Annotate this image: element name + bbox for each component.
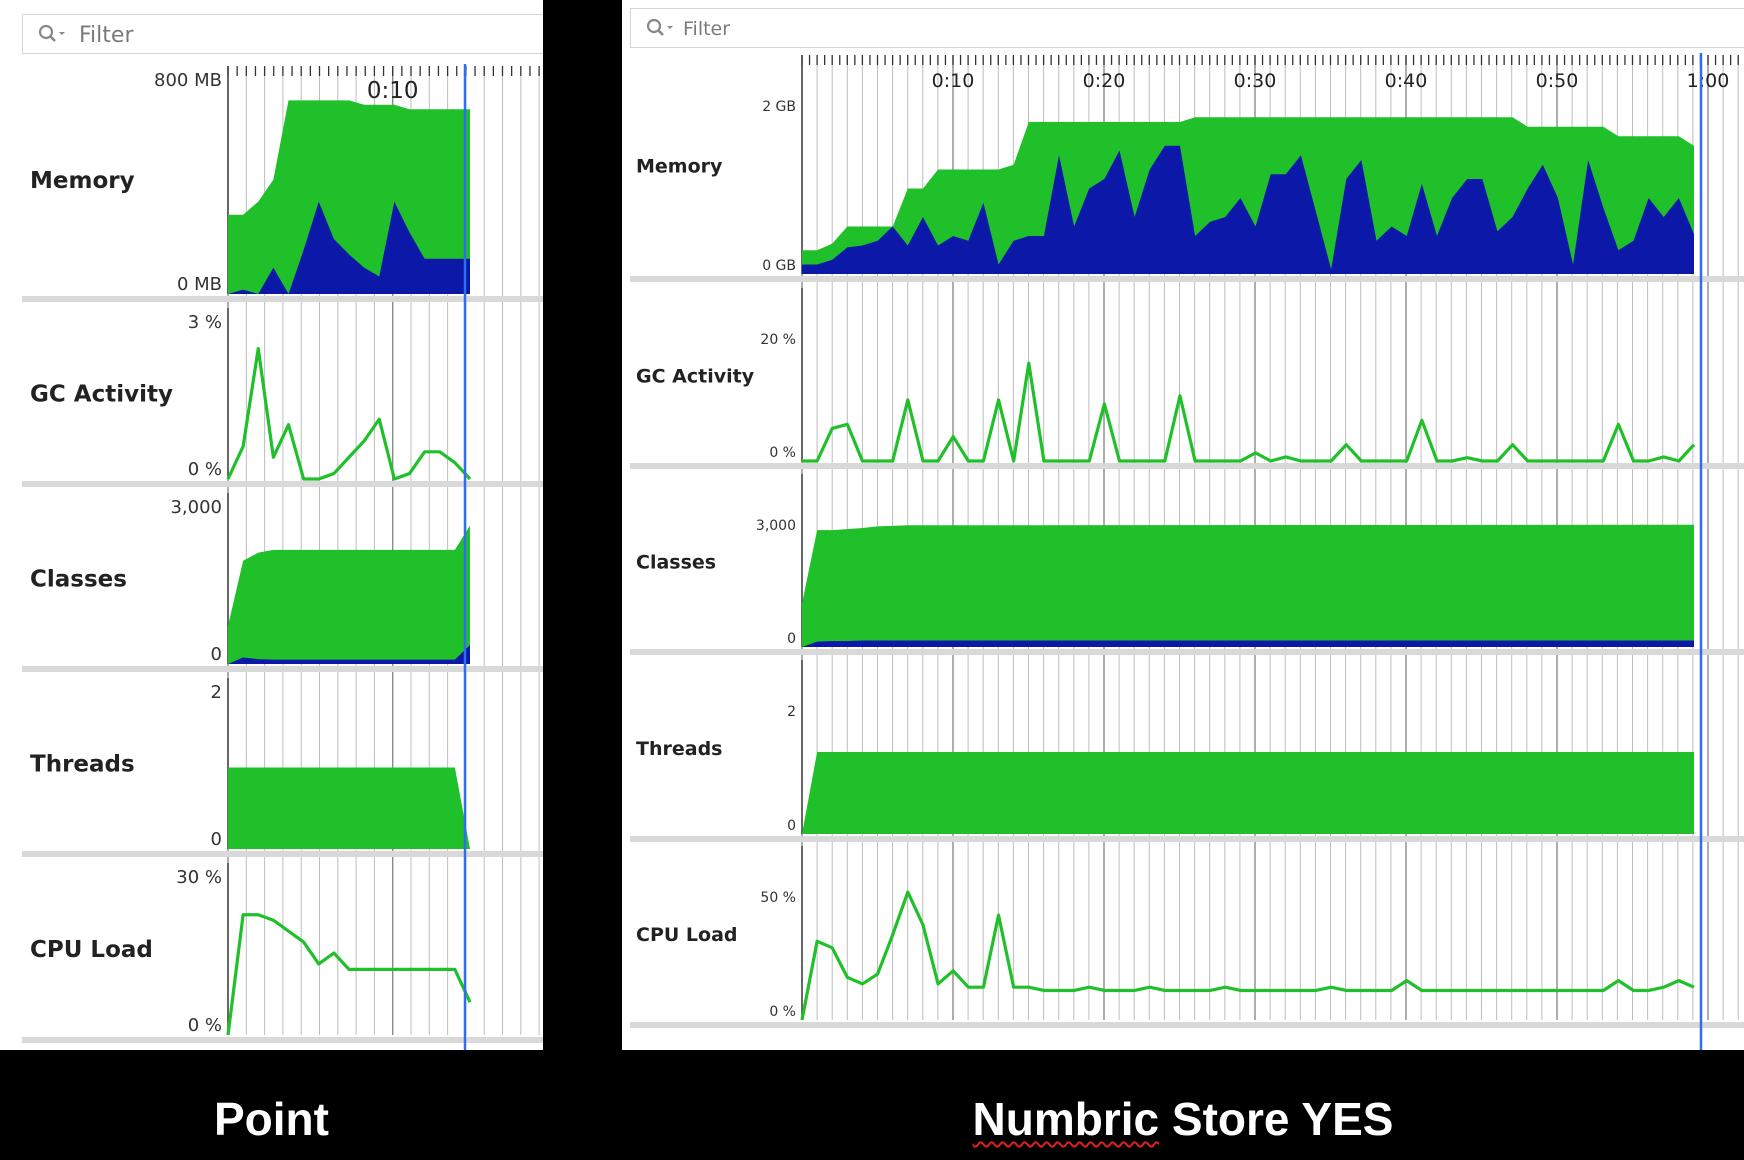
line-series bbox=[800, 890, 1695, 1021]
y-min-label: 0 bbox=[211, 829, 222, 850]
chart-name: Memory bbox=[636, 156, 723, 178]
row-separator bbox=[630, 1022, 1744, 1028]
y-min-label: 0 % bbox=[769, 1004, 796, 1020]
search-icon bbox=[37, 23, 67, 49]
chart-name: Threads bbox=[30, 752, 135, 778]
area-series-unloaded bbox=[228, 644, 470, 664]
area-series-used bbox=[802, 145, 1694, 274]
area-series-used bbox=[228, 201, 470, 294]
y-min-label: 0 bbox=[211, 644, 222, 665]
line-series bbox=[802, 361, 1696, 463]
time-label: 0:10 bbox=[367, 78, 419, 104]
y-max-label: 2 bbox=[211, 682, 222, 703]
row-separator bbox=[630, 276, 1744, 282]
time-label: 0:50 bbox=[1536, 70, 1579, 92]
search-icon bbox=[645, 17, 675, 43]
chart-name: GC Activity bbox=[636, 366, 755, 388]
caption-rest: Store YES bbox=[1159, 1093, 1394, 1145]
chart-name: Classes bbox=[30, 567, 127, 593]
area-series-threads bbox=[802, 752, 1694, 834]
line-series bbox=[226, 347, 472, 481]
time-label: 0:40 bbox=[1385, 70, 1428, 92]
y-min-label: 0 % bbox=[188, 459, 222, 480]
left-charts: 0:10 Memory 800 MB 0 MB GC Activity 3 % 0 % Cla… bbox=[22, 64, 543, 1050]
row-separator bbox=[630, 649, 1744, 655]
y-max-label: 20 % bbox=[760, 332, 796, 348]
time-label: 0:30 bbox=[1234, 70, 1277, 92]
time-label: 1:00 bbox=[1687, 70, 1730, 92]
area-series-loaded bbox=[802, 524, 1694, 647]
y-max-label: 2 GB bbox=[762, 99, 796, 115]
y-min-label: 0 bbox=[787, 818, 796, 834]
right-profiler-panel: Filter 0:10 0:20 0:30 0:40 0:50 1:00 Memory 2 G… bbox=[622, 0, 1744, 1050]
y-max-label: 50 % bbox=[760, 890, 796, 906]
row-separator bbox=[22, 851, 543, 857]
y-max-label: 30 % bbox=[176, 867, 222, 888]
y-max-label: 3 % bbox=[188, 312, 222, 333]
y-min-label: 0 GB bbox=[762, 258, 796, 274]
y-min-label: 0 bbox=[787, 631, 796, 647]
area-series-loaded bbox=[228, 525, 470, 664]
chart-name: Threads bbox=[636, 738, 722, 760]
row-separator bbox=[630, 836, 1744, 842]
chart-name: CPU Load bbox=[30, 937, 153, 963]
y-min-label: 0 % bbox=[769, 445, 796, 461]
filter-placeholder: Filter bbox=[79, 23, 134, 48]
time-label: 0:20 bbox=[1083, 70, 1126, 92]
row-separator bbox=[22, 666, 543, 672]
filter-placeholder: Filter bbox=[683, 18, 731, 40]
y-max-label: 2 bbox=[787, 704, 796, 720]
chart-name: Classes bbox=[636, 552, 716, 574]
area-series-threads bbox=[228, 767, 470, 849]
right-caption: Numbric Store YES bbox=[622, 1092, 1744, 1146]
line-series bbox=[226, 913, 472, 1036]
left-caption: Point bbox=[214, 1093, 329, 1145]
time-label: 0:10 bbox=[932, 70, 975, 92]
filter-field[interactable]: Filter bbox=[22, 14, 543, 54]
chart-name: CPU Load bbox=[636, 924, 738, 946]
area-series-unloaded bbox=[802, 640, 1694, 647]
y-max-label: 3,000 bbox=[170, 497, 222, 518]
row-separator bbox=[22, 481, 543, 487]
right-charts: 0:10 0:20 0:30 0:40 0:50 1:00 Memory 2 GB 0 GB GC… bbox=[630, 53, 1744, 1050]
row-separator bbox=[22, 296, 543, 302]
misspelled-word: Numbric bbox=[972, 1093, 1160, 1145]
y-max-label: 800 MB bbox=[154, 70, 222, 91]
chart-name: Memory bbox=[30, 168, 135, 194]
filter-field[interactable]: Filter bbox=[630, 8, 1744, 48]
chart-name: GC Activity bbox=[30, 382, 173, 408]
y-min-label: 0 % bbox=[188, 1015, 222, 1036]
left-profiler-panel: Filter 0:10 Memory 800 MB 0 MB GC Activity 3 … bbox=[0, 0, 543, 1050]
y-min-label: 0 MB bbox=[177, 274, 222, 295]
row-separator bbox=[630, 463, 1744, 469]
y-max-label: 3,000 bbox=[756, 518, 796, 534]
row-separator bbox=[22, 1037, 543, 1043]
